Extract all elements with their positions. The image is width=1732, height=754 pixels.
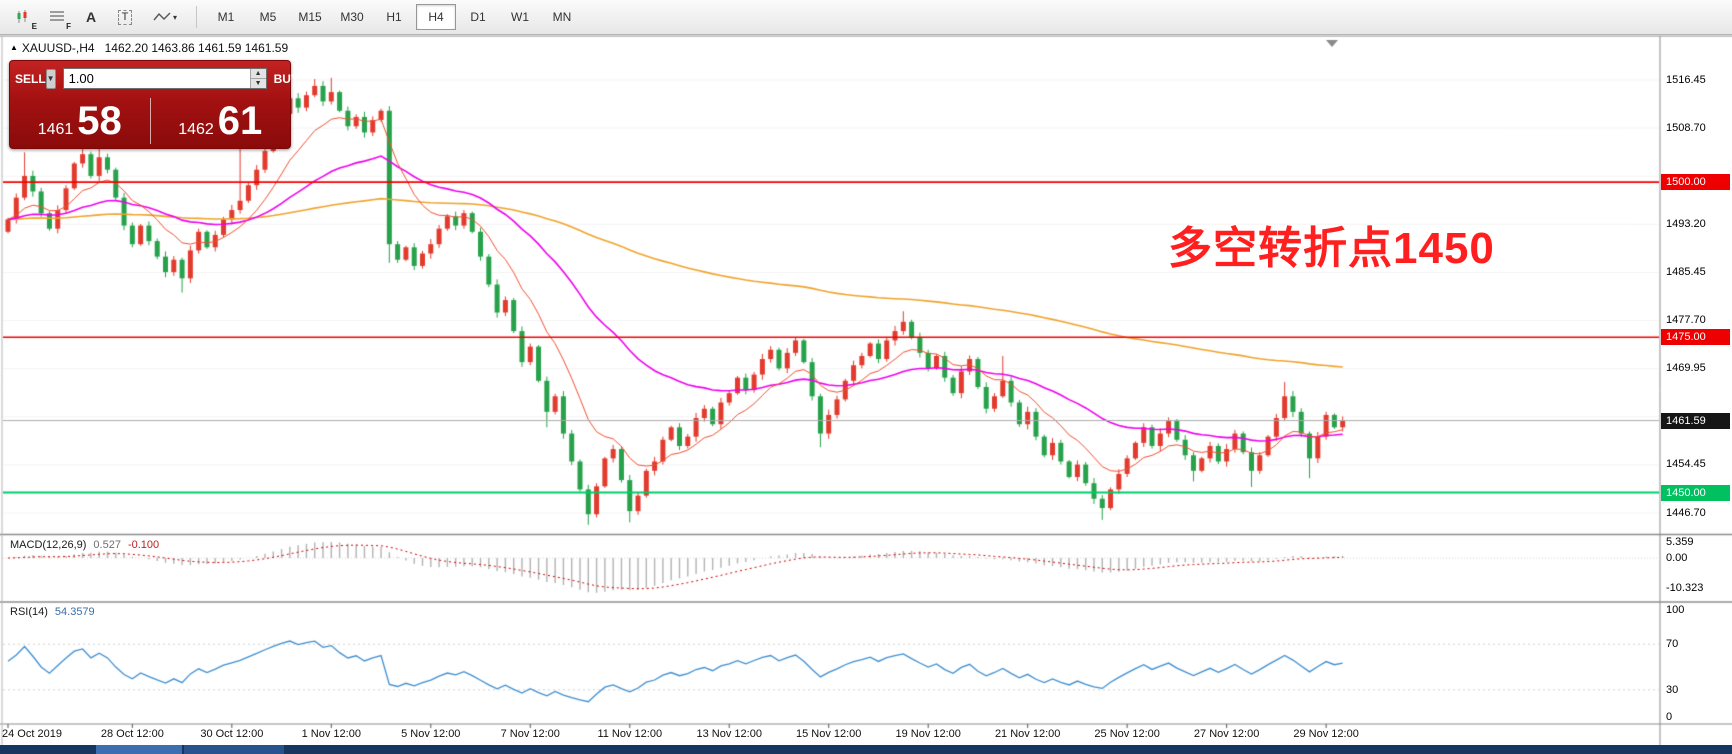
time-label: 5 Nov 12:00 <box>401 728 461 740</box>
wave-icon <box>153 12 171 21</box>
time-label: 28 Oct 12:00 <box>100 728 164 740</box>
rsi-label: RSI(14) 54.3579 <box>10 606 95 618</box>
letter-a-glyph: A <box>85 9 97 25</box>
macd-main-value: 0.527 <box>93 539 121 551</box>
sell-price[interactable]: 1461 58 <box>10 98 150 144</box>
timeframe-button-group: M1 M5 M15 M30 H1 H4 D1 W1 MN <box>205 4 583 30</box>
price-badge: 1450.00 <box>1661 484 1730 501</box>
toolbar: E F A T ▾ M1 M5 M15 M30 H1 H4 D1 W1 MN <box>0 0 1732 35</box>
collapse-triangle-icon[interactable]: ▲ <box>10 43 18 52</box>
chart-annotation-text: 多空转折点1450 <box>1168 224 1495 273</box>
toolbar-separator <box>196 6 197 28</box>
price-tick: 1454.45 <box>1666 458 1706 471</box>
taskbar-item[interactable] <box>184 745 284 754</box>
chart-e-icon[interactable]: E <box>7 3 39 31</box>
volume-spinner: ▲ ▼ <box>249 69 266 88</box>
trade-panel-controls: SELL ▼ ▲ ▼ BUY <box>10 61 299 92</box>
chevron-down-icon: ▾ <box>172 12 177 22</box>
time-label: 29 Nov 12:00 <box>1293 728 1359 740</box>
timeframe-button-m5[interactable]: M5 <box>259 10 277 24</box>
timeframe-button-w1[interactable]: W1 <box>511 10 529 24</box>
time-label: 27 Nov 12:00 <box>1193 728 1260 740</box>
macd-axis-tick: 0.00 <box>1666 552 1688 564</box>
volume-field-wrap: ▲ ▼ <box>62 68 267 89</box>
timeframe-button-d1[interactable]: D1 <box>470 10 486 24</box>
text-label-icon[interactable]: T <box>109 3 141 31</box>
buy-price-big: 61 <box>217 98 263 143</box>
timeframe-button-h1[interactable]: H1 <box>386 10 402 24</box>
symbol-label: XAUUSD-,H4 <box>21 41 95 55</box>
timeframe-button-m30[interactable]: M30 <box>340 10 364 24</box>
time-label: 21 Nov 12:00 <box>994 728 1061 740</box>
chart-title: ▲ XAUUSD-,H4 1462.20 1463.86 1461.59 1461.… <box>10 41 288 55</box>
time-label: 19 Nov 12:00 <box>895 728 961 740</box>
letter-t-glyph: T <box>117 9 133 25</box>
time-label: 1 Nov 12:00 <box>301 728 361 740</box>
volume-dropdown-button[interactable]: ▼ <box>45 68 56 89</box>
macd-name: MACD(12,26,9) <box>10 539 87 551</box>
trade-panel-prices: 1461 58 1462 61 <box>10 92 290 149</box>
sell-price-big: 58 <box>77 98 122 143</box>
sell-button[interactable]: SELL <box>15 71 46 86</box>
time-label: 11 Nov 12:00 <box>597 728 663 740</box>
sell-price-small: 1461 <box>37 120 74 138</box>
rsi-name: RSI(14) <box>10 606 48 618</box>
time-label: 15 Nov 12:00 <box>795 728 862 740</box>
price-divider <box>149 97 151 144</box>
rsi-axis-tick: 30 <box>1666 683 1679 696</box>
price-tick: 1516.45 <box>1666 73 1706 86</box>
price-tick: 1469.95 <box>1666 362 1706 375</box>
buy-price[interactable]: 1462 61 <box>151 98 291 144</box>
timeframe-button-mn[interactable]: MN <box>552 10 572 24</box>
taskbar-item[interactable] <box>96 745 182 754</box>
price-tick: 1508.70 <box>1666 121 1706 134</box>
price-badge: 1500.00 <box>1661 174 1730 191</box>
timeframe-button-m15[interactable]: M15 <box>298 10 322 24</box>
time-label: 13 Nov 12:00 <box>696 728 762 740</box>
ohlc-values: 1462.20 1463.86 1461.59 1461.59 <box>104 41 289 55</box>
icon-badge: E <box>31 22 37 31</box>
macd-axis-tick: 5.359 <box>1666 536 1694 549</box>
grid-lines-icon <box>50 11 64 21</box>
buy-button[interactable]: BUY <box>273 71 299 86</box>
price-tick: 1446.70 <box>1666 506 1706 519</box>
volume-decrease-button[interactable]: ▼ <box>250 79 266 88</box>
macd-signal-value: -0.100 <box>127 539 160 551</box>
chevron-down-icon: ▼ <box>46 74 55 83</box>
price-tick: 1477.70 <box>1666 314 1706 327</box>
rsi-axis-tick: 100 <box>1666 604 1685 616</box>
volume-increase-button[interactable]: ▲ <box>250 69 266 79</box>
candlestick-icon <box>17 10 27 23</box>
price-tick: 1493.20 <box>1666 217 1706 230</box>
taskbar <box>0 745 1732 754</box>
price-badge: 1475.00 <box>1661 329 1730 346</box>
time-label: 25 Nov 12:00 <box>1094 728 1160 740</box>
timeframe-button-h4[interactable]: H4 <box>416 4 456 30</box>
timeframe-button-m1[interactable]: M1 <box>217 10 235 24</box>
buy-price-small: 1462 <box>178 120 214 138</box>
price-badge: 1461.59 <box>1661 412 1730 429</box>
time-label: 24 Oct 2019 <box>2 728 62 740</box>
rsi-axis-tick: 0 <box>1666 711 1673 723</box>
one-click-trade-panel: SELL ▼ ▲ ▼ BUY 1461 58 1462 61 <box>9 60 299 149</box>
rsi-axis-tick: 70 <box>1666 638 1679 651</box>
price-tick: 1485.45 <box>1666 265 1706 278</box>
rsi-value: 54.3579 <box>54 606 95 618</box>
volume-input[interactable] <box>63 69 250 88</box>
macd-axis-tick: -10.323 <box>1666 581 1704 594</box>
line-style-icon[interactable]: ▾ <box>143 3 187 31</box>
time-label: 7 Nov 12:00 <box>500 728 560 740</box>
text-a-icon[interactable]: A <box>75 3 107 31</box>
macd-label: MACD(12,26,9) 0.527 -0.100 <box>10 539 159 551</box>
grid-f-icon[interactable]: F <box>41 3 73 31</box>
time-label: 30 Oct 12:00 <box>200 728 264 740</box>
icon-badge: F <box>66 22 71 31</box>
